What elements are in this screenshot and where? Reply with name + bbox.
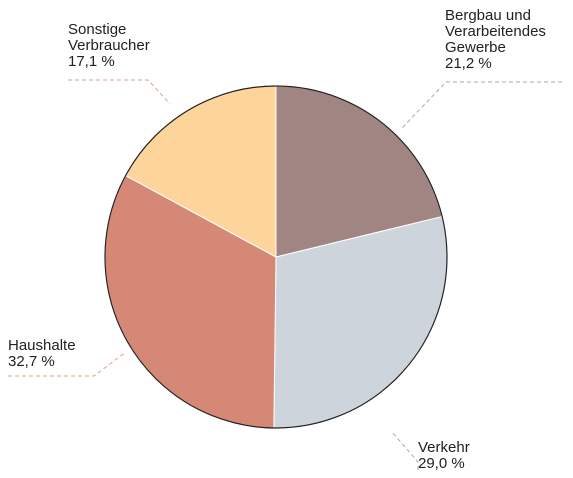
leader-line (8, 351, 127, 377)
slice-label: Bergbau und Verarbeitendes Gewerbe 21,2 % (445, 8, 570, 72)
value-label: 29,0 % (418, 455, 465, 472)
category-name: Sonstige Verbraucher (68, 21, 150, 54)
slice-label: Verkehr 29,0 % (418, 440, 543, 472)
slice-label: Sonstige Verbraucher 17,1 % (68, 22, 193, 70)
value-label: 17,1 % (68, 53, 115, 70)
value-label: 21,2 % (445, 55, 492, 72)
category-name: Bergbau und Verarbeitendes Gewerbe (445, 7, 546, 56)
leader-line (68, 79, 171, 105)
value-label: 32,7 % (8, 353, 55, 370)
category-name: Verkehr (418, 439, 470, 456)
category-name: Haushalte (8, 337, 76, 354)
pie-outline (104, 85, 448, 429)
leader-line (401, 81, 562, 129)
slice-label: Haushalte 32,7 % (8, 338, 133, 370)
leader-line (391, 431, 419, 470)
